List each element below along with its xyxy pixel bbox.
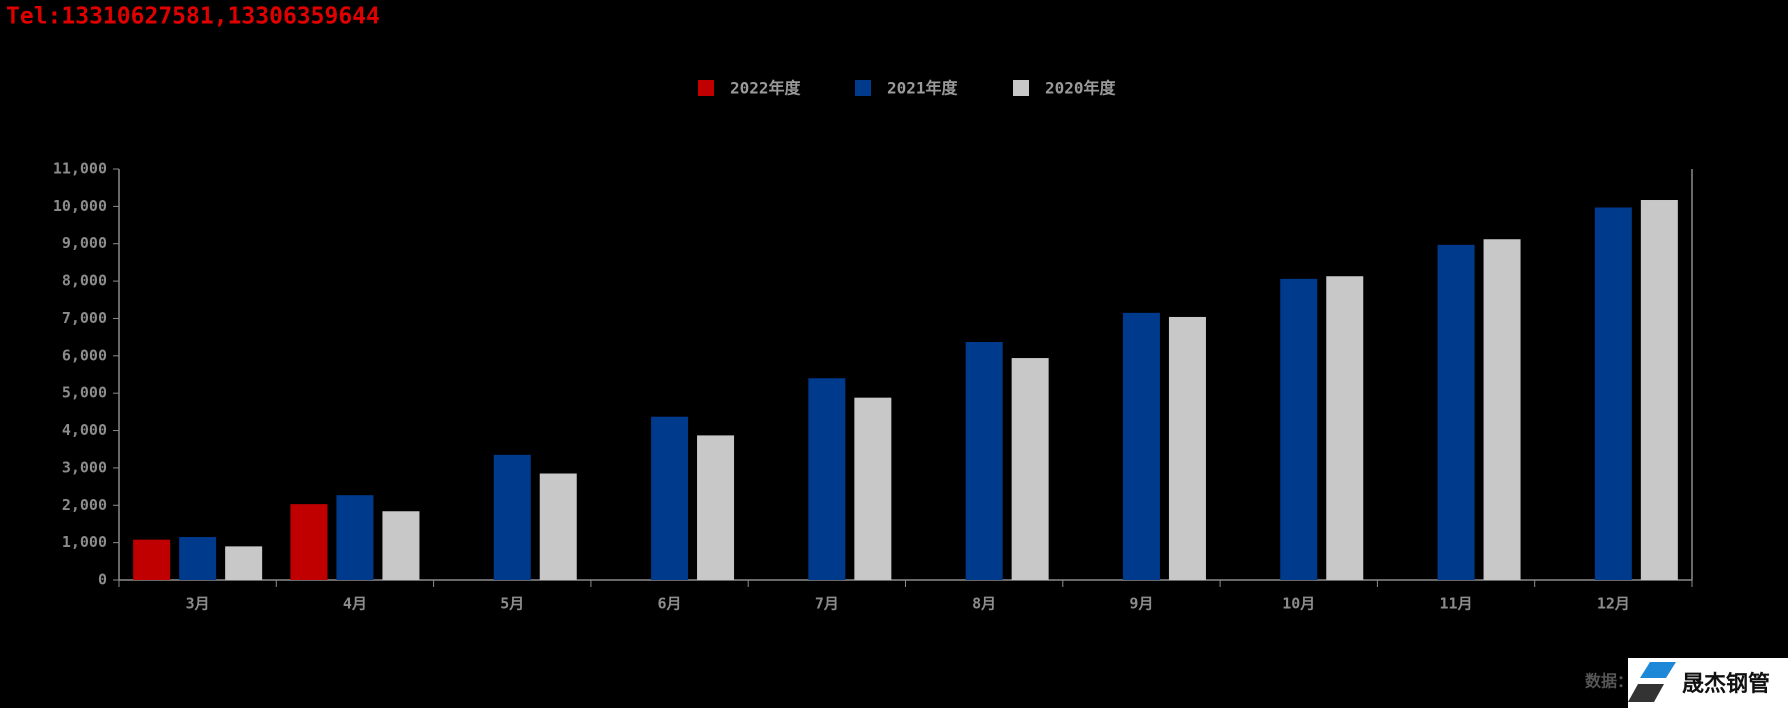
x-tick-label: 4月 [343, 595, 367, 613]
y-tick-label: 10,000 [53, 197, 107, 215]
y-tick-label: 6,000 [62, 346, 107, 364]
x-tick-label: 3月 [186, 595, 210, 613]
bar [808, 378, 846, 580]
x-tick-label: 7月 [815, 595, 839, 613]
bar [854, 397, 892, 580]
y-tick-label: 3,000 [62, 458, 107, 476]
legend-label: 2022年度 [730, 79, 802, 98]
logo-shape [1640, 662, 1676, 678]
bar [651, 416, 689, 580]
x-tick-label: 6月 [658, 595, 682, 613]
logo-shape [1628, 684, 1664, 702]
legend-swatch [855, 80, 871, 96]
bar [1437, 244, 1475, 580]
bar [539, 473, 577, 580]
bar [493, 454, 531, 580]
y-tick-label: 11,000 [53, 160, 107, 178]
bar [1326, 276, 1364, 580]
y-tick-label: 7,000 [62, 309, 107, 327]
bar [1122, 312, 1160, 580]
bar [179, 537, 217, 580]
bar [1280, 278, 1318, 580]
source: 数据： [1585, 672, 1633, 691]
legend-label: 2020年度 [1045, 79, 1117, 98]
legend-swatch [698, 80, 714, 96]
bar [965, 341, 1003, 580]
tel: Tel:13310627581,13306359644 [6, 4, 380, 30]
y-tick-label: 0 [98, 571, 107, 589]
bar [290, 504, 328, 580]
x-tick-label: 9月 [1129, 595, 1153, 613]
y-tick-label: 8,000 [62, 272, 107, 290]
bar [697, 435, 735, 580]
x-tick-label: 8月 [972, 595, 996, 613]
y-tick-label: 4,000 [62, 421, 107, 439]
bar [336, 495, 374, 580]
bar [133, 539, 171, 580]
bar [1168, 316, 1206, 580]
bar [382, 511, 420, 580]
y-tick-label: 5,000 [62, 384, 107, 402]
bar [225, 546, 263, 580]
x-tick-label: 5月 [500, 595, 524, 613]
y-tick-label: 1,000 [62, 533, 107, 551]
x-tick-label: 11月 [1440, 595, 1473, 613]
y-tick-label: 2,000 [62, 496, 107, 514]
bar [1640, 200, 1678, 580]
y-tick-label: 9,000 [62, 234, 107, 252]
legend-label: 2021年度 [887, 79, 959, 98]
logo-text: 晟杰钢管 [1682, 671, 1770, 697]
x-tick-label: 12月 [1597, 595, 1630, 613]
logo: 晟杰钢管 [1628, 658, 1788, 708]
bar [1011, 358, 1049, 580]
bar [1483, 239, 1521, 580]
bar [1594, 207, 1632, 580]
x-tick-label: 10月 [1282, 595, 1315, 613]
legend-swatch [1013, 80, 1029, 96]
